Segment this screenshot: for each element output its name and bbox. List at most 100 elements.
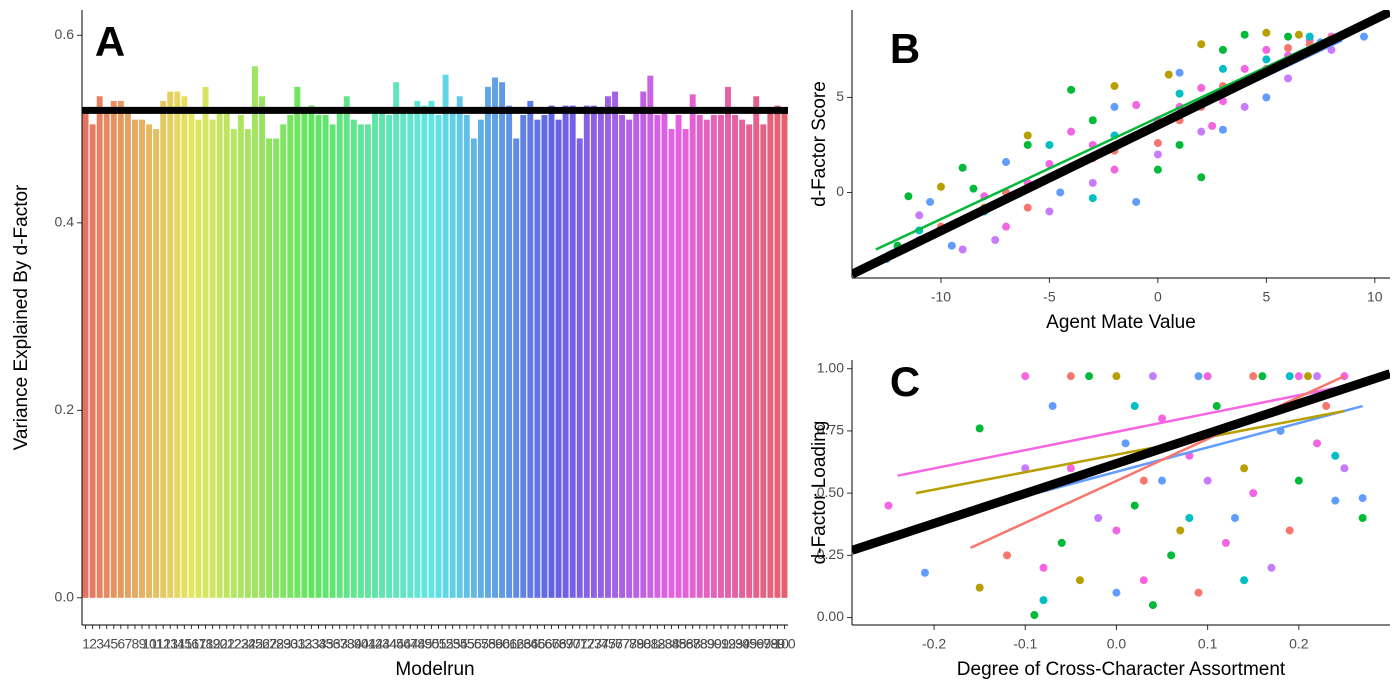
x-tick-label: 85 [672,636,687,652]
point [958,163,967,172]
plot-area [82,66,788,598]
point [1030,611,1039,620]
point [1153,150,1162,159]
x-tick-label: 53 [446,636,461,652]
x-tick-label: 35 [319,636,334,652]
point [884,501,893,510]
point [1045,159,1054,168]
bar [322,115,329,598]
bar [266,138,273,598]
y-tick-label: 0.0 [55,589,75,605]
bar [767,110,774,598]
bar [739,119,746,598]
point [1221,538,1230,547]
bar [597,110,604,598]
y-tick-label: 1.00 [817,359,844,375]
x-tick-label: 28 [269,636,284,652]
x-tick-label: 48 [411,636,426,652]
point [1175,68,1184,77]
x-tick-label: 59 [488,636,503,652]
bar [421,105,428,598]
x-tick-label: 89 [700,636,715,652]
point [1203,372,1212,381]
fit-line [897,384,1345,477]
bar [103,110,110,598]
point [1284,44,1293,53]
point [1110,102,1119,111]
bar [661,110,668,598]
point [1294,30,1303,39]
y-tick-label: 0.75 [817,422,844,438]
point [1023,131,1032,140]
point [958,245,967,254]
x-tick-label: 47 [404,636,419,652]
x-tick-label: 81 [644,636,659,652]
bar [640,91,647,598]
bar [633,110,640,598]
bar [774,105,781,598]
x-tick-label: 32 [298,636,313,652]
point [1262,28,1271,37]
x-tick-label: 6 [117,636,125,652]
point [1249,489,1258,498]
point [1112,588,1121,597]
bar [315,115,322,598]
plot-area [852,369,1390,620]
x-tick-label: 77 [615,636,630,652]
bar [590,105,597,598]
x-tick-label: 39 [347,636,362,652]
point [1208,121,1217,130]
bar [174,91,181,598]
point [1212,402,1221,411]
x-axis-title: Agent Mate Value [1046,312,1196,333]
point [1167,551,1176,560]
x-tick-label: 92 [721,636,736,652]
point [1021,372,1030,381]
bar [96,96,103,598]
x-tick-label: 91 [714,636,729,652]
x-tick-label: 12 [156,636,171,652]
x-tick-label: 72 [580,636,595,652]
x-tick-label: 18 [199,636,214,652]
x-tick-label: 58 [481,636,496,652]
point [1175,140,1184,149]
x-tick-label: 17 [192,636,207,652]
x-tick-label: 62 [509,636,524,652]
point [991,235,1000,244]
x-tick-label: 95 [742,636,757,652]
bar [760,124,767,598]
point [1039,596,1048,605]
point [1003,551,1012,560]
point [1039,563,1048,572]
point [1066,464,1075,473]
bar [513,138,520,598]
x-tick-label: 38 [340,636,355,652]
y-tick-label: 0.50 [817,484,844,500]
bar [329,124,336,598]
x-tick-label: -0.1 [1013,636,1037,652]
x-tick-label: 40 [354,636,369,652]
x-tick-label: 34 [312,636,327,652]
bar [414,100,421,598]
bar [583,105,590,598]
bar [407,110,414,598]
point [1148,372,1157,381]
x-tick-label: 76 [608,636,623,652]
x-tick-label: 93 [728,636,743,652]
x-tick-label: 2 [89,636,97,652]
point [1067,85,1076,94]
point [1075,576,1084,585]
x-tick-label: 73 [587,636,602,652]
point [1088,194,1097,203]
x-tick-label: 31 [291,636,306,652]
point [1358,514,1367,523]
point [926,197,935,206]
x-tick-label: 29 [276,636,291,652]
x-tick-label: 42 [368,636,383,652]
bar [89,124,96,598]
bar [280,124,287,598]
point [1132,197,1141,206]
point [1358,494,1367,503]
bar [181,96,188,598]
x-tick-label: 98 [764,636,779,652]
